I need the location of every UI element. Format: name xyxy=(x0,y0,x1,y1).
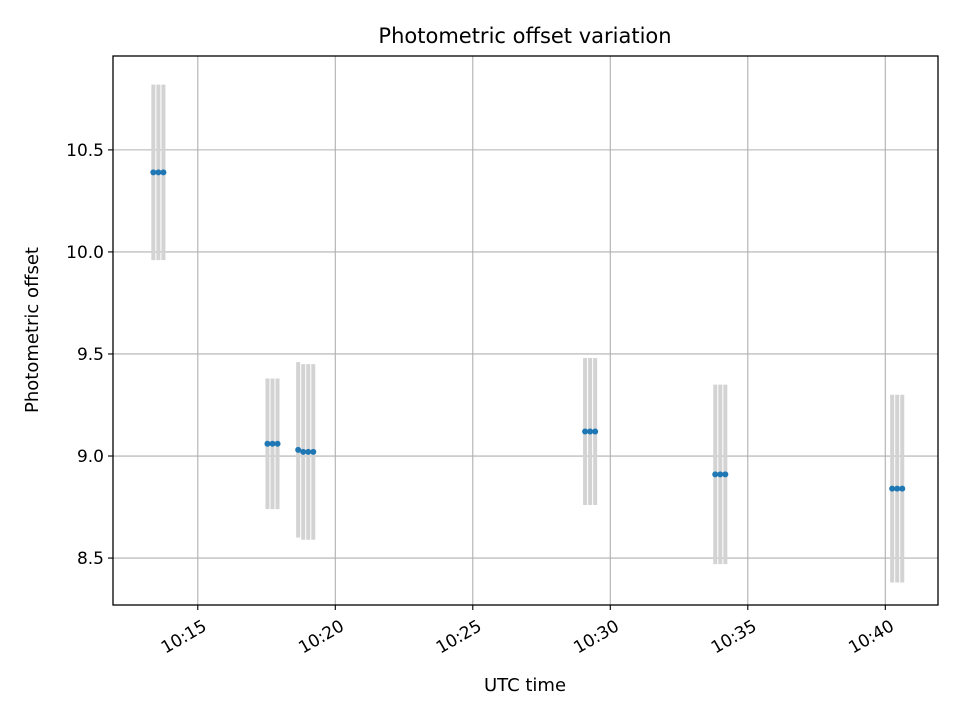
x-tick-label: 10:30 xyxy=(570,616,622,658)
y-tick-label: 10.5 xyxy=(66,141,104,161)
data-point xyxy=(150,169,157,176)
chart-title: Photometric offset variation xyxy=(378,24,671,48)
data-point xyxy=(155,169,162,176)
marker-layer xyxy=(150,169,906,492)
data-point xyxy=(587,428,594,435)
x-tick-label: 10:25 xyxy=(433,616,485,658)
plot-area-background xyxy=(113,56,938,605)
y-tick-label: 10.0 xyxy=(66,243,104,263)
data-point xyxy=(712,471,719,478)
data-point xyxy=(305,448,312,455)
data-point xyxy=(310,448,317,455)
data-point xyxy=(300,448,307,455)
data-point xyxy=(894,485,901,492)
data-point xyxy=(722,471,729,478)
x-tick-label: 10:35 xyxy=(708,616,760,658)
x-tick-label: 10:15 xyxy=(158,616,210,658)
data-point xyxy=(264,440,271,447)
x-tick-label: 10:40 xyxy=(845,616,897,658)
y-tick-label: 8.5 xyxy=(77,549,104,569)
x-axis-label: UTC time xyxy=(484,675,566,696)
grid-layer xyxy=(113,56,938,605)
x-tick-label: 10:20 xyxy=(295,616,347,658)
data-point xyxy=(592,428,599,435)
y-tick-label: 9.0 xyxy=(77,447,104,467)
data-point xyxy=(717,471,724,478)
plot-area-frame xyxy=(112,55,939,606)
data-point xyxy=(899,485,906,492)
y-tick-label: 9.5 xyxy=(77,345,104,365)
data-point xyxy=(269,440,276,447)
y-axis-label: Photometric offset xyxy=(22,247,43,413)
data-point xyxy=(889,485,896,492)
data-point xyxy=(295,446,302,453)
data-point xyxy=(582,428,589,435)
data-point xyxy=(274,440,281,447)
data-point xyxy=(160,169,167,176)
